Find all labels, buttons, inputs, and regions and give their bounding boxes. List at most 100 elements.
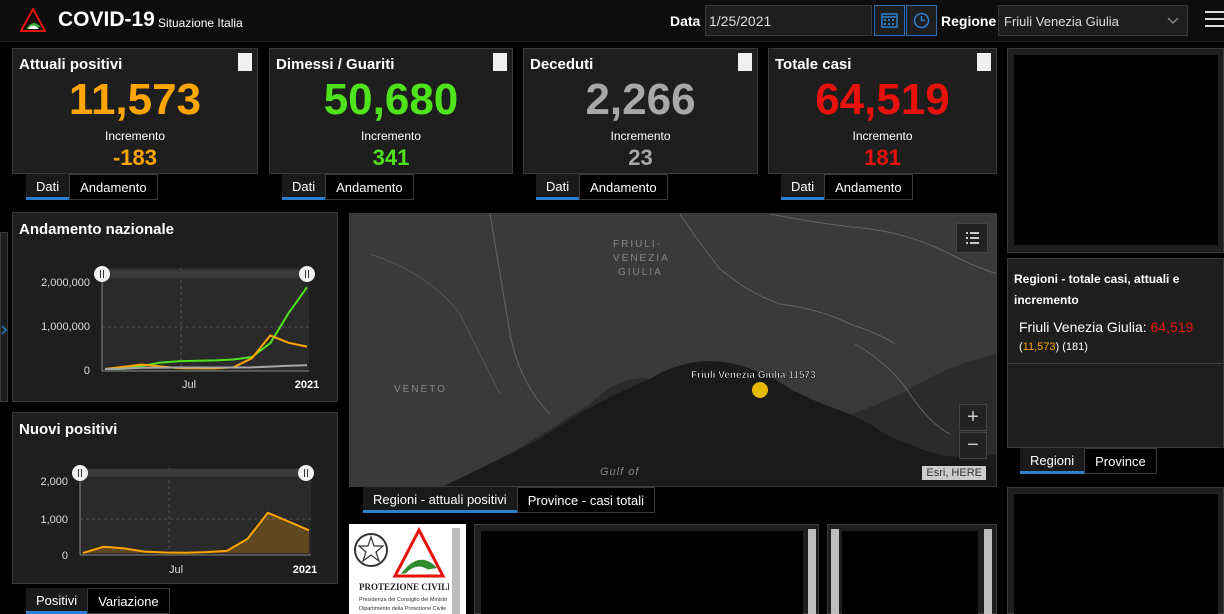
chevron-right-icon bbox=[1, 325, 7, 335]
calendar-button[interactable] bbox=[874, 5, 905, 36]
card-totale-casi: Totale casi 64,519 Incremento 181 bbox=[768, 48, 997, 174]
region-point-label: Friuli Venezia Giulia 11573 bbox=[691, 370, 816, 381]
bottom-panel-right-scrollbar[interactable] bbox=[984, 529, 992, 614]
card-toggle[interactable] bbox=[738, 53, 752, 71]
tab-dati[interactable]: Dati bbox=[781, 174, 825, 200]
card-value: 64,519 bbox=[815, 75, 950, 124]
new-positives-panel: Nuovi positivi 2,000 1,000 0 Jul 2021 bbox=[12, 412, 338, 584]
x-tick: 2021 bbox=[295, 379, 319, 391]
card-increment-label: Incremento bbox=[104, 129, 166, 143]
logo-graphics: PROTEZIONE CIVILE Presidenza del Consigl… bbox=[354, 526, 453, 612]
region-point-marker[interactable] bbox=[752, 382, 768, 398]
regions-list-title: Regioni - totale casi, attuali e increme… bbox=[1014, 272, 1180, 307]
zoom-in-button[interactable]: + bbox=[959, 404, 987, 431]
side-top-content bbox=[1014, 55, 1218, 245]
calendar-icon bbox=[881, 13, 898, 28]
protezione-civile-logo-icon bbox=[20, 8, 46, 32]
card-dimessi-guariti: Dimessi / Guariti 50,680 Incremento 341 bbox=[269, 48, 513, 174]
left-panel-handle[interactable] bbox=[0, 232, 8, 402]
series-area bbox=[83, 512, 309, 553]
regions-list-panel: Regioni - totale casi, attuali e increme… bbox=[1007, 258, 1224, 448]
card-tabs-1: Dati Andamento bbox=[26, 174, 158, 200]
italian-emblem-icon bbox=[354, 533, 388, 567]
tab-regioni-attuali[interactable]: Regioni - attuali positivi bbox=[363, 487, 517, 513]
map-attribution: Esri, HERE bbox=[922, 466, 986, 480]
list-icon bbox=[966, 232, 979, 244]
bottom-panel-right-content bbox=[842, 531, 978, 614]
card-attuali-positivi: Attuali positivi 11,573 Incremento -183 bbox=[12, 48, 258, 174]
bottom-panel-center bbox=[474, 524, 819, 614]
new-positives-chart: 2,000 1,000 0 Jul 2021 bbox=[40, 465, 317, 576]
protezione-civile-panel: PROTEZIONE CIVILE Presidenza del Consigl… bbox=[349, 524, 466, 614]
card-value: 2,266 bbox=[585, 75, 696, 124]
tab-andamento[interactable]: Andamento bbox=[579, 174, 668, 200]
date-input[interactable]: 1/25/2021 bbox=[705, 5, 872, 36]
card-tabs-2: Dati Andamento bbox=[282, 174, 414, 200]
range-handle-end[interactable] bbox=[298, 465, 314, 481]
card-toggle[interactable] bbox=[238, 53, 252, 71]
side-tabs: Regioni Province bbox=[1020, 448, 1157, 474]
x-tick: Jul bbox=[182, 379, 196, 391]
y-tick: 1,000,000 bbox=[41, 321, 90, 333]
region-current: 11,573 bbox=[1022, 341, 1056, 353]
map-label-veneto: VENETO bbox=[394, 384, 447, 395]
y-tick: 2,000,000 bbox=[41, 277, 90, 289]
side-bottom-content bbox=[1014, 494, 1218, 614]
clock-icon bbox=[913, 12, 930, 29]
tab-dati[interactable]: Dati bbox=[536, 174, 580, 200]
region-name: Friuli Venezia Giulia: bbox=[1019, 319, 1147, 335]
range-handle-start[interactable] bbox=[72, 465, 88, 481]
y-tick: 1,000 bbox=[40, 514, 68, 526]
card-toggle[interactable] bbox=[977, 53, 991, 71]
tab-regioni[interactable]: Regioni bbox=[1020, 448, 1085, 474]
legend-button[interactable] bbox=[956, 223, 988, 253]
x-tick: Jul bbox=[169, 564, 183, 576]
bottom-panel-right-scrollbar-left[interactable] bbox=[831, 529, 839, 614]
time-range-slider[interactable] bbox=[80, 469, 306, 477]
card-increment: 23 bbox=[628, 145, 653, 170]
time-range-slider[interactable] bbox=[102, 270, 309, 278]
card-increment-label: Incremento bbox=[610, 129, 671, 143]
region-label: Regione bbox=[941, 13, 997, 29]
region-detail: (11,573) (181) bbox=[1019, 341, 1088, 353]
region-select[interactable]: Friuli Venezia Giulia bbox=[998, 5, 1188, 36]
map-label-friuli-3: GIULIA bbox=[618, 267, 663, 278]
card-tabs-4: Dati Andamento bbox=[781, 174, 913, 200]
app-header: COVID-19 Situazione Italia Data 1/25/202… bbox=[0, 0, 1224, 42]
tab-andamento[interactable]: Andamento bbox=[325, 174, 414, 200]
card-toggle[interactable] bbox=[493, 53, 507, 71]
tab-province[interactable]: Province bbox=[1084, 448, 1157, 474]
range-handle-start[interactable] bbox=[94, 266, 110, 282]
card-increment: 181 bbox=[864, 145, 901, 170]
tab-andamento[interactable]: Andamento bbox=[824, 174, 913, 200]
tab-andamento[interactable]: Andamento bbox=[69, 174, 158, 200]
app-subtitle: Situazione Italia bbox=[158, 16, 243, 30]
tab-dati[interactable]: Dati bbox=[26, 174, 70, 200]
y-tick: 0 bbox=[84, 365, 90, 377]
tab-variazione[interactable]: Variazione bbox=[87, 588, 170, 614]
region-list-item[interactable]: Friuli Venezia Giulia: 64,519 bbox=[1019, 319, 1193, 335]
series-line-0 bbox=[82, 511, 310, 554]
tab-province-casi[interactable]: Province - casi totali bbox=[516, 487, 656, 513]
map-tabs: Regioni - attuali positivi Province - ca… bbox=[363, 487, 656, 513]
logo-line-1: PROTEZIONE CIVILE bbox=[359, 582, 449, 592]
range-handle-end[interactable] bbox=[299, 266, 315, 282]
new-positives-panel-title: Nuovi positivi bbox=[19, 421, 118, 438]
zoom-out-button[interactable]: − bbox=[959, 432, 987, 459]
time-button[interactable] bbox=[906, 5, 937, 36]
tab-positivi[interactable]: Positivi bbox=[26, 588, 88, 614]
tab-dati[interactable]: Dati bbox=[282, 174, 326, 200]
region-select-value: Friuli Venezia Giulia bbox=[1004, 14, 1119, 29]
card-title: Attuali positivi bbox=[19, 56, 123, 73]
bottom-panel-center-scrollbar[interactable] bbox=[808, 529, 816, 614]
app-title: COVID-19 bbox=[58, 8, 155, 31]
hamburger-menu-icon[interactable] bbox=[1205, 11, 1224, 29]
region-increment: (181) bbox=[1062, 341, 1088, 353]
map-view[interactable]: FRIULI- VENEZIA GIULIA VENETO Gulf of Fr… bbox=[349, 213, 997, 487]
trend-chart: 2,000,000 1,000,000 0 Jul 2021 bbox=[41, 266, 319, 391]
y-tick: 2,000 bbox=[40, 476, 68, 488]
y-tick: 0 bbox=[62, 550, 68, 562]
region-total: 64,519 bbox=[1150, 319, 1194, 335]
x-tick: 2021 bbox=[293, 564, 317, 576]
logo-panel-scrollbar[interactable] bbox=[452, 528, 460, 614]
